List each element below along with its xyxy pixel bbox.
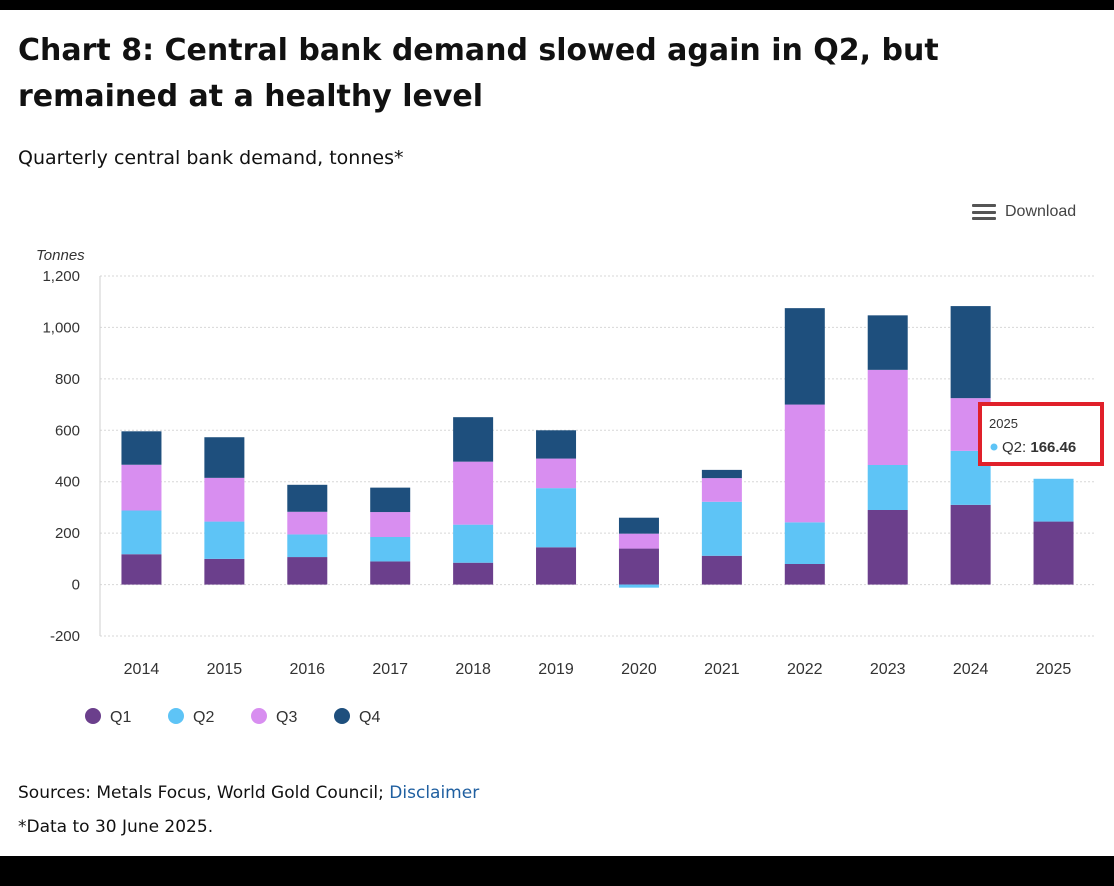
bar-q4-2015 (204, 437, 245, 478)
bar-q4-2024 (950, 306, 991, 399)
chart-subtitle: Quarterly central bank demand, tonnes* (18, 147, 404, 169)
x-axis-ticks: 2014 2015 2016 2017 2018 2019 2020 2021 2022 2023… (124, 661, 1072, 678)
bar-q2-2022 (784, 522, 825, 564)
x-tick-label: 2015 (207, 661, 243, 678)
bar-q3-2019 (536, 458, 577, 489)
bar-q3-2018 (453, 461, 494, 525)
disclaimer-link[interactable]: Disclaimer (389, 783, 480, 803)
legend: Q1 Q2 Q3 Q4 (85, 708, 380, 726)
gridlines (99, 275, 1095, 637)
tooltip-value: 166.46 (1030, 439, 1076, 456)
page-title: Chart 8: Central bank demand slowed agai… (18, 33, 939, 114)
legend-label-q4: Q4 (359, 709, 380, 726)
bar-q4-2022 (784, 308, 825, 405)
footnote: *Data to 30 June 2025. (18, 817, 214, 837)
bar-q2-2015 (204, 521, 245, 559)
x-tick-label: 2023 (870, 661, 906, 678)
bar-q1-2018 (453, 562, 494, 585)
y-tick-label: 1,200 (42, 268, 80, 285)
bar-q4-2023 (867, 315, 908, 370)
y-tick-label: -200 (50, 628, 80, 645)
bar-q4-2018 (453, 417, 494, 462)
x-tick-label: 2017 (372, 661, 408, 678)
bar-q3-2015 (204, 477, 245, 522)
x-tick-label: 2022 (787, 661, 823, 678)
x-tick-label: 2021 (704, 661, 740, 678)
legend-marker-q1 (85, 708, 101, 724)
bar-q1-2023 (867, 510, 908, 585)
bar-q3-2017 (370, 512, 411, 537)
sources-line: Sources: Metals Focus, World Gold Counci… (18, 783, 479, 803)
bar-q3-2021 (701, 478, 742, 502)
y-tick-label: 400 (55, 474, 80, 491)
legend-label-q1: Q1 (110, 709, 131, 726)
bar-q3-2016 (287, 511, 328, 535)
bar-q1-2015 (204, 558, 245, 585)
tooltip-series: Q2: (1002, 439, 1030, 456)
x-tick-label: 2020 (621, 661, 657, 678)
bar-q1-2022 (784, 564, 825, 585)
bar-q2-2023 (867, 465, 908, 510)
y-tick-label: 800 (55, 371, 80, 388)
bar-q2-2017 (370, 537, 411, 562)
menu-icon (972, 204, 996, 220)
legend-label-q3: Q3 (276, 709, 297, 726)
bar-q3-2014 (121, 464, 162, 511)
tooltip-marker (990, 443, 998, 451)
y-axis-title: Tonnes (36, 247, 85, 264)
y-tick-label: 200 (55, 525, 80, 542)
bar-q3-2020 (618, 533, 659, 549)
bar-q1-2024 (950, 504, 991, 585)
x-tick-label: 2024 (953, 661, 989, 678)
bar-q1-2021 (701, 555, 742, 585)
bar-q1-2019 (536, 547, 577, 585)
bar-q4-2019 (536, 430, 577, 459)
bar-q2-2025 (1033, 478, 1074, 522)
bars (121, 306, 1074, 588)
y-tick-label: 0 (72, 577, 80, 594)
tooltip-box (978, 402, 1104, 466)
bar-q4-2016 (287, 484, 328, 512)
bar-q3-2023 (867, 369, 908, 465)
bar-q1-2014 (121, 554, 162, 585)
bar-q4-2014 (121, 431, 162, 465)
y-tick-label: 1,000 (42, 319, 80, 336)
bar-q4-2017 (370, 487, 411, 513)
bar-q2-2016 (287, 534, 328, 558)
sources-text: Sources: Metals Focus, World Gold Counci… (18, 783, 384, 803)
tooltip-text: Q2: 166.46 (1002, 439, 1076, 456)
tooltip-year: 2025 (989, 416, 1018, 431)
legend-label-q2: Q2 (193, 709, 214, 726)
bar-q2-2021 (701, 501, 742, 556)
bar-q1-2017 (370, 561, 411, 585)
bar-q4-2020 (618, 517, 659, 534)
bar-q2-2020 (618, 584, 659, 588)
bar-q2-2014 (121, 510, 162, 555)
x-tick-label: 2014 (124, 661, 160, 678)
chart-card: Chart 8: Central bank demand slowed agai… (0, 10, 1114, 856)
bar-q1-2025 (1033, 521, 1074, 585)
bar-q2-2018 (453, 524, 494, 563)
bar-q4-2021 (701, 469, 742, 479)
y-axis-ticks: -200 0 200 400 600 800 1,000 1,200 (42, 268, 80, 645)
legend-marker-q4 (334, 708, 350, 724)
y-tick-label: 600 (55, 422, 80, 439)
legend-marker-q3 (251, 708, 267, 724)
x-tick-label: 2019 (538, 661, 574, 678)
download-button[interactable]: Download (972, 200, 1076, 224)
x-tick-label: 2016 (289, 661, 325, 678)
bar-q1-2020 (618, 548, 659, 585)
download-label: Download (1005, 203, 1077, 220)
bar-q3-2022 (784, 404, 825, 523)
x-tick-label: 2018 (455, 661, 491, 678)
legend-marker-q2 (168, 708, 184, 724)
tooltip: 2025 Q2: 166.46 (978, 402, 1104, 466)
x-tick-label: 2025 (1036, 661, 1072, 678)
bar-q2-2019 (536, 488, 577, 548)
bar-q1-2016 (287, 557, 328, 585)
